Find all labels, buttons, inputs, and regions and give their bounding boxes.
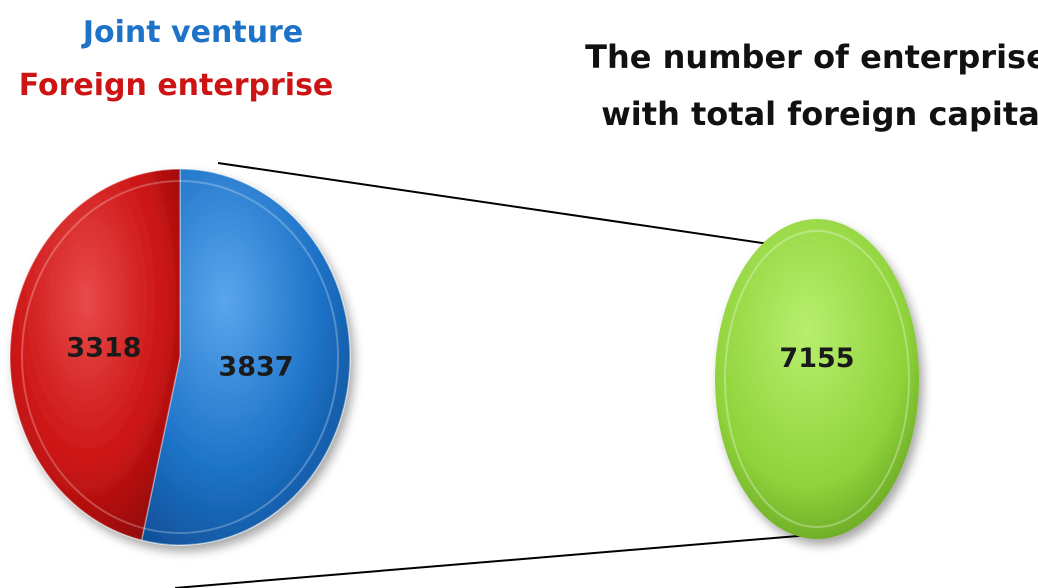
data-label-total: 7155	[779, 343, 854, 374]
chart-title: The number of enterprises with total for…	[585, 38, 1038, 133]
legend-entry-joint-venture: Joint venture	[81, 15, 303, 50]
data-label-foreign-enterprise: 3318	[66, 332, 141, 363]
pie-rim-highlight	[21, 180, 339, 534]
pie-slice-joint-venture	[140, 168, 351, 546]
pie-chart-value-labels: 3837 3318	[66, 332, 293, 382]
pie-chart-total	[715, 219, 919, 539]
title-line-2: with total foreign capital	[601, 95, 1038, 133]
pie-legend: Joint venture Foreign enterprise	[19, 15, 334, 103]
legend-entry-foreign-enterprise: Foreign enterprise	[19, 68, 334, 103]
connector-line-bottom	[174, 533, 823, 588]
pie-chart-total-labels: 7155	[779, 343, 854, 374]
connector-line-top	[217, 162, 811, 251]
pie-slice-total	[715, 219, 919, 539]
total-rim-highlight	[724, 230, 910, 528]
pie-slice-foreign-enterprise	[9, 168, 181, 542]
pie-chart-enterprise-types	[9, 168, 351, 546]
title-line-1: The number of enterprises	[585, 38, 1038, 76]
data-label-joint-venture: 3837	[218, 352, 293, 383]
